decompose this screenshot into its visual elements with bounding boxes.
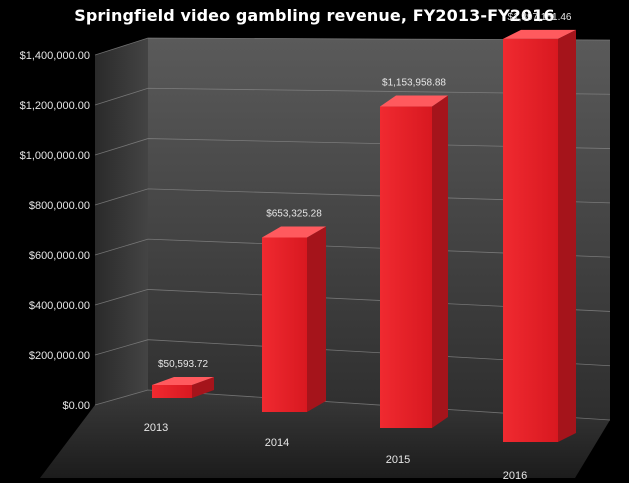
gridline [94, 389, 611, 421]
gridline [94, 87, 611, 106]
bar-side [558, 29, 576, 442]
gridline [94, 188, 611, 206]
y-tick-label: $1,400,000.00 [20, 50, 90, 62]
y-tick-label: $800,000.00 [29, 200, 90, 212]
bar-2014 [262, 226, 326, 412]
data-label: $1,397,151.46 [508, 12, 572, 23]
gridline [94, 37, 611, 56]
x-tick-label: 2015 [386, 454, 410, 466]
gridline [94, 138, 611, 156]
y-tick-label: $600,000.00 [29, 250, 90, 262]
y-tick-label: $200,000.00 [29, 350, 90, 362]
bar-2015 [380, 95, 448, 428]
y-tick-label: $1,200,000.00 [20, 100, 90, 112]
y-tick-label: $0.00 [62, 400, 90, 412]
chart-title: Springfield video gambling revenue, FY20… [74, 6, 555, 25]
bar-front [152, 384, 192, 398]
bar-top [380, 95, 448, 107]
bar-side [307, 226, 326, 412]
side-wall [95, 38, 148, 405]
x-tick-label: 2013 [144, 422, 168, 434]
bar-top [503, 29, 576, 39]
y-tick-label: $400,000.00 [29, 300, 90, 312]
bar-front [262, 237, 307, 412]
x-tick-label: 2014 [265, 437, 289, 449]
bar-top [262, 226, 326, 238]
floor [40, 390, 610, 478]
data-label: $1,153,958.88 [382, 78, 446, 89]
bar-2013 [152, 376, 214, 398]
gridline [94, 238, 611, 258]
bar-side [432, 95, 448, 428]
bar-side [192, 376, 214, 398]
bar-2016 [503, 29, 576, 442]
x-tick-label: 2016 [503, 470, 527, 482]
gridline [94, 289, 611, 312]
bar-top [152, 376, 214, 385]
gridline [94, 339, 611, 367]
data-label: $50,593.72 [158, 359, 208, 370]
bar-front [380, 106, 432, 428]
bar-front [503, 38, 558, 442]
data-label: $653,325.28 [266, 208, 322, 219]
y-tick-label: $1,000,000.00 [20, 150, 90, 162]
